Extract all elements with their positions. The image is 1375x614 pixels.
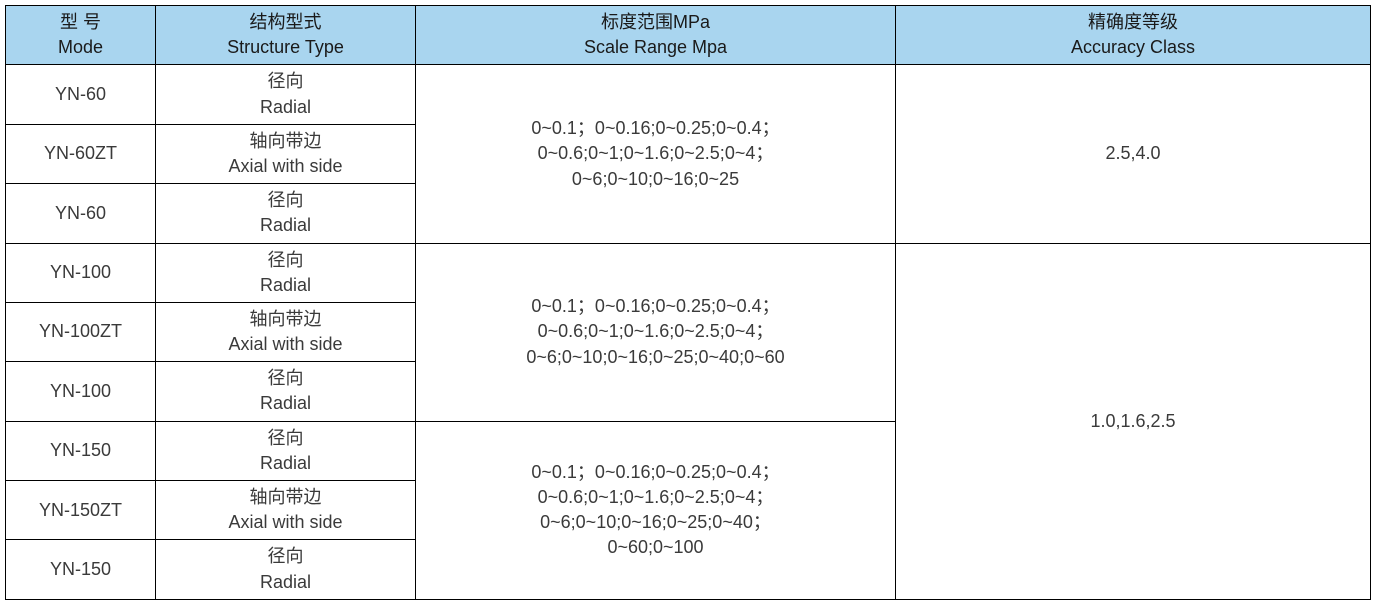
- range-line: 0~6;0~10;0~16;0~25;0~40;0~60: [424, 345, 887, 370]
- range-line: 0~0.6;0~1;0~1.6;0~2.5;0~4；: [424, 485, 887, 510]
- mode-cell: YN-150ZT: [6, 481, 156, 540]
- structure-cell: 轴向带边Axial with side: [156, 481, 416, 540]
- structure-cn: 径向: [164, 544, 407, 569]
- structure-cn: 径向: [164, 188, 407, 213]
- structure-en: Radial: [164, 451, 407, 476]
- header-accuracy-en: Accuracy Class: [904, 35, 1362, 60]
- header-range-cn: 标度范围MPa: [424, 10, 887, 35]
- header-mode: 型 号 Mode: [6, 6, 156, 65]
- range-cell: 0~0.1；0~0.16;0~0.25;0~0.4；0~0.6;0~1;0~1.…: [416, 243, 896, 421]
- structure-cn: 径向: [164, 366, 407, 391]
- range-line: 0~0.1；0~0.16;0~0.25;0~0.4；: [424, 294, 887, 319]
- range-cell: 0~0.1；0~0.16;0~0.25;0~0.4；0~0.6;0~1;0~1.…: [416, 421, 896, 599]
- structure-cell: 轴向带边Axial with side: [156, 124, 416, 183]
- spec-table: 型 号 Mode 结构型式 Structure Type 标度范围MPa Sca…: [5, 5, 1371, 600]
- header-range-en: Scale Range Mpa: [424, 35, 887, 60]
- header-range: 标度范围MPa Scale Range Mpa: [416, 6, 896, 65]
- header-accuracy: 精确度等级 Accuracy Class: [896, 6, 1371, 65]
- structure-cn: 径向: [164, 426, 407, 451]
- structure-cell: 径向Radial: [156, 243, 416, 302]
- mode-cell: YN-100ZT: [6, 302, 156, 361]
- structure-en: Radial: [164, 273, 407, 298]
- mode-cell: YN-60: [6, 65, 156, 124]
- mode-cell: YN-150: [6, 540, 156, 599]
- range-line: 0~0.6;0~1;0~1.6;0~2.5;0~4；: [424, 141, 887, 166]
- mode-cell: YN-60: [6, 184, 156, 243]
- header-structure-cn: 结构型式: [164, 10, 407, 35]
- structure-en: Radial: [164, 570, 407, 595]
- header-structure-en: Structure Type: [164, 35, 407, 60]
- table-row: YN-100径向Radial0~0.1；0~0.16;0~0.25;0~0.4；…: [6, 243, 1371, 302]
- structure-cn: 径向: [164, 69, 407, 94]
- structure-en: Radial: [164, 213, 407, 238]
- structure-cn: 径向: [164, 248, 407, 273]
- structure-cell: 径向Radial: [156, 362, 416, 421]
- mode-cell: YN-100: [6, 243, 156, 302]
- range-line: 0~60;0~100: [424, 535, 887, 560]
- range-line: 0~0.1；0~0.16;0~0.25;0~0.4；: [424, 460, 887, 485]
- header-structure: 结构型式 Structure Type: [156, 6, 416, 65]
- structure-en: Radial: [164, 95, 407, 120]
- range-cell: 0~0.1；0~0.16;0~0.25;0~0.4；0~0.6;0~1;0~1.…: [416, 65, 896, 243]
- structure-cell: 径向Radial: [156, 421, 416, 480]
- accuracy-cell: 1.0,1.6,2.5: [896, 243, 1371, 599]
- structure-en: Axial with side: [164, 510, 407, 535]
- structure-en: Axial with side: [164, 154, 407, 179]
- structure-cn: 轴向带边: [164, 307, 407, 332]
- structure-cell: 径向Radial: [156, 65, 416, 124]
- range-line: 0~0.1；0~0.16;0~0.25;0~0.4；: [424, 116, 887, 141]
- structure-cell: 径向Radial: [156, 184, 416, 243]
- structure-cell: 轴向带边Axial with side: [156, 302, 416, 361]
- structure-cell: 径向Radial: [156, 540, 416, 599]
- mode-cell: YN-150: [6, 421, 156, 480]
- structure-cn: 轴向带边: [164, 129, 407, 154]
- structure-en: Radial: [164, 391, 407, 416]
- table-header-row: 型 号 Mode 结构型式 Structure Type 标度范围MPa Sca…: [6, 6, 1371, 65]
- range-line: 0~6;0~10;0~16;0~25;0~40；: [424, 510, 887, 535]
- structure-cn: 轴向带边: [164, 485, 407, 510]
- mode-cell: YN-100: [6, 362, 156, 421]
- accuracy-cell: 2.5,4.0: [896, 65, 1371, 243]
- table-row: YN-60径向Radial0~0.1；0~0.16;0~0.25;0~0.4；0…: [6, 65, 1371, 124]
- structure-en: Axial with side: [164, 332, 407, 357]
- header-mode-cn: 型 号: [14, 10, 147, 35]
- header-mode-en: Mode: [14, 35, 147, 60]
- range-line: 0~0.6;0~1;0~1.6;0~2.5;0~4；: [424, 319, 887, 344]
- table-body: YN-60径向Radial0~0.1；0~0.16;0~0.25;0~0.4；0…: [6, 65, 1371, 599]
- range-line: 0~6;0~10;0~16;0~25: [424, 167, 887, 192]
- mode-cell: YN-60ZT: [6, 124, 156, 183]
- header-accuracy-cn: 精确度等级: [904, 10, 1362, 35]
